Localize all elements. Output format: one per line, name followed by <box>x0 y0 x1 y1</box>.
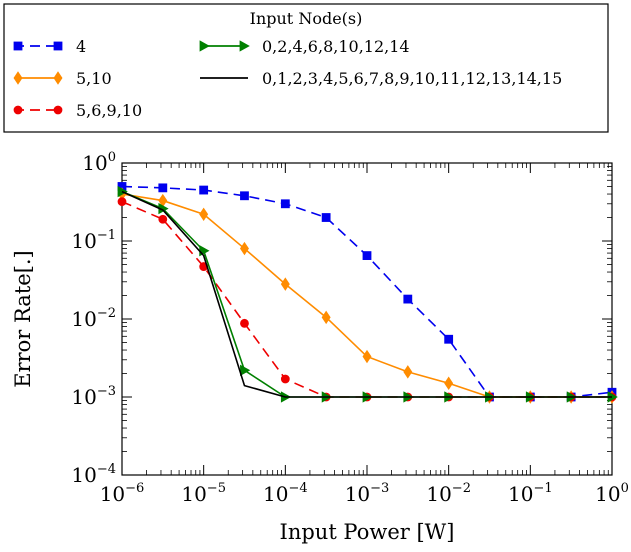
data-point <box>158 183 168 193</box>
x-tick-label: 10−4 <box>263 481 308 506</box>
data-point <box>117 197 127 206</box>
x-tick-label: 10−5 <box>181 481 226 506</box>
y-axis-label: Error Rate[.] <box>11 250 35 388</box>
legend-marker <box>239 40 250 52</box>
series-layer <box>117 182 618 404</box>
legend: Input Node(s) 4 5,10 5,6,9,10 0,2,4,6,8,10,… <box>3 3 609 133</box>
legend-entry: 4 <box>13 37 86 56</box>
legend-marker <box>53 71 63 85</box>
series-2 <box>117 187 617 404</box>
data-point <box>240 364 251 376</box>
tick-labels: 10−6 10−5 10−4 10−3 10−2 10−1 100 10−4 10−3 10−2 1… <box>71 150 628 506</box>
x-tick-label: 10−1 <box>508 481 553 506</box>
legend-label: 0,2,4,6,8,10,12,14 <box>262 37 410 56</box>
x-tick-label: 10−3 <box>345 481 390 506</box>
legend-marker <box>13 71 23 85</box>
series-line <box>121 185 613 398</box>
legend-marker <box>53 41 63 51</box>
data-point <box>321 213 331 222</box>
data-point <box>362 349 372 364</box>
series-line <box>121 190 612 398</box>
data-point <box>199 207 209 222</box>
legend-label: 0,1,2,3,4,5,6,7,8,9,10,11,12,13,14,15 <box>262 69 562 88</box>
y-tick-label: 10−4 <box>71 462 116 487</box>
data-point <box>444 334 454 344</box>
data-point <box>199 185 209 195</box>
data-point <box>240 318 249 328</box>
data-point <box>239 241 249 256</box>
legend-entry: 5,6,9,10 <box>13 101 142 120</box>
legend-marker <box>13 41 23 51</box>
series-3 <box>117 197 617 402</box>
legend-marker <box>199 40 210 52</box>
data-point <box>280 277 290 291</box>
data-point <box>280 374 290 384</box>
legend-entry: 0,1,2,3,4,5,6,7,8,9,10,11,12,13,14,15 <box>200 69 562 88</box>
series-1 <box>117 182 617 402</box>
data-point <box>362 251 372 260</box>
series-4 <box>117 185 618 403</box>
legend-title: Input Node(s) <box>250 9 363 28</box>
y-tick-label: 10−2 <box>71 306 116 331</box>
legend-label: 4 <box>76 37 86 56</box>
data-point <box>403 365 413 379</box>
legend-label: 5,10 <box>76 69 112 88</box>
legend-items: 4 5,10 5,6,9,10 0,2,4,6,8,10,12,14 0,1,2,3,4… <box>13 37 562 120</box>
series-line <box>121 200 612 398</box>
y-tick-label: 10−1 <box>71 228 116 253</box>
data-point <box>403 294 413 304</box>
data-point <box>280 199 290 209</box>
plot-area-frame <box>121 162 613 476</box>
legend-entry: 0,2,4,6,8,10,12,14 <box>199 37 410 56</box>
data-point <box>240 191 249 201</box>
legend-frame <box>3 3 609 133</box>
y-tick-label: 100 <box>82 150 116 175</box>
series-line <box>121 190 612 398</box>
legend-marker <box>53 105 63 115</box>
data-point <box>158 214 168 224</box>
legend-label: 5,6,9,10 <box>76 101 142 120</box>
legend-marker <box>13 105 23 115</box>
x-tick-label: 100 <box>595 481 629 506</box>
axis-ticks <box>121 162 613 476</box>
x-tick-label: 10−6 <box>100 481 145 506</box>
series-line <box>121 193 612 398</box>
legend-entry: 5,10 <box>13 69 112 88</box>
x-tick-label: 10−2 <box>426 481 471 506</box>
y-tick-label: 10−3 <box>71 384 116 409</box>
series-5 <box>121 190 612 398</box>
data-point <box>321 310 331 325</box>
x-axis-label: Input Power [W] <box>280 520 455 544</box>
data-point <box>444 376 454 390</box>
